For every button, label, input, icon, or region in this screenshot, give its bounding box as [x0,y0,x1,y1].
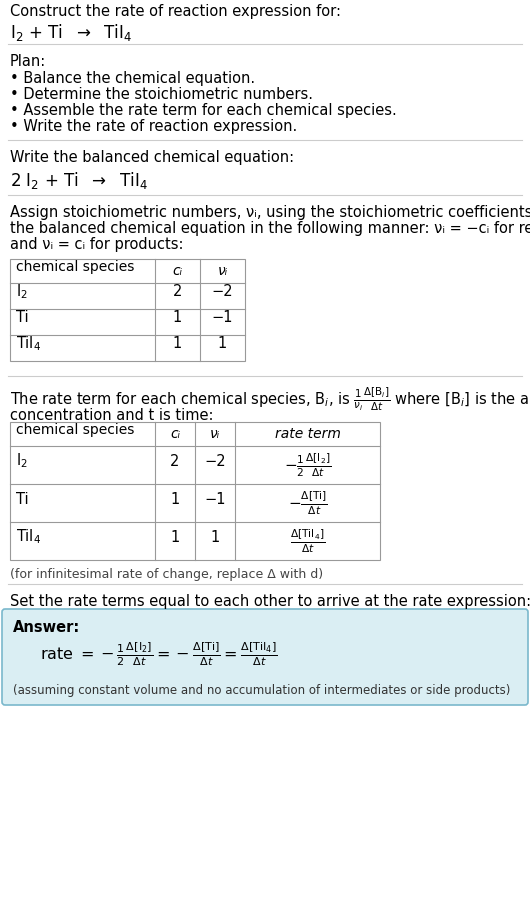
Bar [10,422,380,560]
Text: (assuming constant volume and no accumulation of intermediates or side products): (assuming constant volume and no accumul… [13,684,510,697]
Text: • Write the rate of reaction expression.: • Write the rate of reaction expression. [10,119,297,134]
Text: and νᵢ = cᵢ for products:: and νᵢ = cᵢ for products: [10,237,183,252]
Text: 2 I$_2$ + Ti  $\rightarrow$  TiI$_4$: 2 I$_2$ + Ti $\rightarrow$ TiI$_4$ [10,170,148,191]
Text: I$_2$: I$_2$ [16,283,28,301]
Text: chemical species: chemical species [16,260,135,274]
Text: TiI$_4$: TiI$_4$ [16,528,41,546]
Text: • Assemble the rate term for each chemical species.: • Assemble the rate term for each chemic… [10,103,397,118]
Text: Ti: Ti [16,310,29,326]
Text: 1: 1 [173,310,182,326]
Text: 1: 1 [218,337,227,351]
Text: concentration and t is time:: concentration and t is time: [10,408,214,423]
Text: 2: 2 [170,453,180,469]
Text: Set the rate terms equal to each other to arrive at the rate expression:: Set the rate terms equal to each other t… [10,594,530,609]
Text: 2: 2 [173,285,182,299]
Text: −1: −1 [212,310,233,326]
Text: νᵢ: νᵢ [210,427,220,441]
Text: I$_2$: I$_2$ [16,451,28,470]
Text: $\frac{\Delta[\mathrm{TiI_4}]}{\Delta t}$: $\frac{\Delta[\mathrm{TiI_4}]}{\Delta t}… [290,527,325,555]
Text: Write the balanced chemical equation:: Write the balanced chemical equation: [10,150,294,165]
Text: −1: −1 [204,491,226,507]
Text: chemical species: chemical species [16,423,135,437]
FancyBboxPatch shape [2,609,528,705]
Text: I$_2$ + Ti  $\rightarrow$  TiI$_4$: I$_2$ + Ti $\rightarrow$ TiI$_4$ [10,22,132,43]
Text: • Balance the chemical equation.: • Balance the chemical equation. [10,71,255,86]
Text: −2: −2 [211,285,233,299]
Text: the balanced chemical equation in the following manner: νᵢ = −cᵢ for reactants: the balanced chemical equation in the fo… [10,221,530,236]
Text: Assign stoichiometric numbers, νᵢ, using the stoichiometric coefficients, cᵢ, fr: Assign stoichiometric numbers, νᵢ, using… [10,205,530,220]
Text: $-\frac{\Delta[\mathrm{Ti}]}{\Delta t}$: $-\frac{\Delta[\mathrm{Ti}]}{\Delta t}$ [288,490,328,517]
Text: 1: 1 [170,491,180,507]
Text: The rate term for each chemical species, B$_i$, is $\frac{1}{\nu_i}\frac{\Delta[: The rate term for each chemical species,… [10,386,530,413]
Bar [10,259,245,361]
Text: (for infinitesimal rate of change, replace Δ with d): (for infinitesimal rate of change, repla… [10,568,323,581]
Text: TiI$_4$: TiI$_4$ [16,335,41,353]
Text: Construct the rate of reaction expression for:: Construct the rate of reaction expressio… [10,4,341,19]
Text: cᵢ: cᵢ [172,264,182,278]
Text: 1: 1 [173,337,182,351]
Text: • Determine the stoichiometric numbers.: • Determine the stoichiometric numbers. [10,87,313,102]
Text: Plan:: Plan: [10,54,46,69]
Text: rate term: rate term [275,427,340,441]
Text: 1: 1 [210,530,219,544]
Text: Answer:: Answer: [13,620,80,635]
Text: Ti: Ti [16,491,29,507]
Text: cᵢ: cᵢ [170,427,180,441]
Text: rate $= -\frac{1}{2}\frac{\Delta[\mathrm{I_2}]}{\Delta t} = -\frac{\Delta[\mathr: rate $= -\frac{1}{2}\frac{\Delta[\mathrm… [40,640,277,668]
Text: 1: 1 [170,530,180,544]
Text: $-\frac{1}{2}\frac{\Delta[\mathrm{I_2}]}{\Delta t}$: $-\frac{1}{2}\frac{\Delta[\mathrm{I_2}]}… [284,451,331,479]
Text: νᵢ: νᵢ [217,264,227,278]
Text: −2: −2 [204,453,226,469]
